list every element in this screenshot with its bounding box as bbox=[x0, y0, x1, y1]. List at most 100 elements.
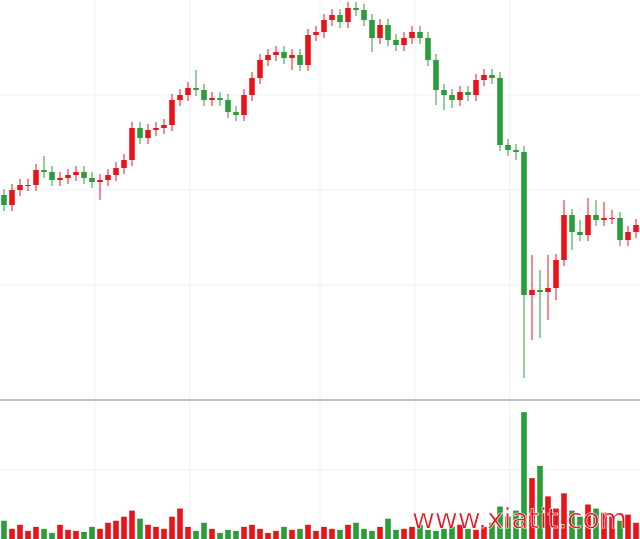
volume-bar bbox=[137, 518, 143, 539]
volume-bar bbox=[241, 526, 247, 539]
candle-body bbox=[433, 60, 439, 90]
candle-body bbox=[545, 288, 551, 292]
candle-body bbox=[1, 195, 7, 205]
volume-bar bbox=[73, 530, 79, 539]
candle-body bbox=[625, 232, 631, 240]
volume-bar bbox=[465, 528, 471, 539]
candle-body bbox=[633, 225, 639, 232]
volume-bar bbox=[41, 528, 47, 539]
volume-bar bbox=[9, 528, 15, 539]
candle-body bbox=[241, 95, 247, 115]
candle-body bbox=[609, 218, 615, 219]
candle-body bbox=[585, 215, 591, 235]
volume-bar bbox=[625, 514, 631, 539]
volume-bar bbox=[81, 531, 87, 539]
candle-body bbox=[217, 98, 223, 100]
candle-body bbox=[385, 25, 391, 40]
candle-body bbox=[73, 172, 79, 175]
volume-bar bbox=[57, 524, 63, 539]
volume-bar bbox=[537, 465, 543, 539]
candle-body bbox=[305, 35, 311, 65]
candle-body bbox=[41, 170, 47, 172]
candle-body bbox=[409, 32, 415, 38]
volume-bar bbox=[65, 529, 71, 539]
volume-bar bbox=[353, 522, 359, 539]
candle-body bbox=[33, 170, 39, 185]
volume-bar bbox=[505, 516, 511, 539]
volume-bar bbox=[113, 520, 119, 539]
volume-bar bbox=[233, 530, 239, 539]
volume-bar bbox=[601, 512, 607, 539]
volume-bar bbox=[305, 524, 311, 539]
candle-body bbox=[185, 88, 191, 95]
candle-body bbox=[273, 52, 279, 55]
candle-body bbox=[617, 218, 623, 240]
volume-bar bbox=[225, 529, 231, 539]
volume-bar bbox=[193, 530, 199, 539]
candle-body bbox=[9, 190, 15, 205]
candle-body bbox=[281, 52, 287, 58]
volume-bar bbox=[273, 530, 279, 539]
volume-bar bbox=[377, 526, 383, 539]
candle-body bbox=[321, 20, 327, 32]
candle-body bbox=[153, 128, 159, 130]
volume-bar bbox=[457, 524, 463, 539]
volume-bar bbox=[617, 520, 623, 539]
candle-body bbox=[481, 75, 487, 80]
volume-bar bbox=[497, 506, 503, 539]
volume-bar bbox=[345, 524, 351, 539]
volume-bar bbox=[145, 524, 151, 539]
candle-body bbox=[257, 60, 263, 78]
volume-bar bbox=[297, 528, 303, 539]
candle-body bbox=[393, 40, 399, 45]
candle-body bbox=[57, 178, 63, 180]
volume-bar bbox=[361, 528, 367, 539]
candle-body bbox=[361, 10, 367, 20]
volume-bar bbox=[481, 526, 487, 539]
volume-bar bbox=[441, 528, 447, 539]
volume-bar bbox=[561, 493, 567, 539]
candle-body bbox=[25, 185, 31, 186]
volume-bar bbox=[609, 516, 615, 539]
candle-body bbox=[313, 32, 319, 35]
volume-bar bbox=[105, 522, 111, 539]
candle-body bbox=[289, 55, 295, 58]
volume-bar bbox=[329, 528, 335, 539]
volume-bar bbox=[209, 528, 215, 539]
candle-body bbox=[201, 90, 207, 100]
volume-bar bbox=[489, 522, 495, 539]
candle-body bbox=[577, 232, 583, 235]
candle-body bbox=[369, 20, 375, 38]
volume-bar bbox=[25, 530, 31, 539]
volume-bar bbox=[153, 526, 159, 539]
candle-body bbox=[329, 15, 335, 20]
candle-body bbox=[193, 88, 199, 90]
candle-body bbox=[401, 38, 407, 45]
candle-body bbox=[49, 172, 55, 180]
candle-body bbox=[249, 78, 255, 95]
volume-bar bbox=[529, 478, 535, 539]
volume-bar bbox=[385, 518, 391, 539]
candle-body bbox=[513, 150, 519, 152]
volume-bar bbox=[473, 529, 479, 539]
volume-bar bbox=[417, 524, 423, 539]
candle-body bbox=[465, 92, 471, 95]
volume-bar bbox=[513, 510, 519, 539]
candle-body bbox=[145, 130, 151, 138]
candle-body bbox=[129, 128, 135, 160]
candle-body bbox=[353, 8, 359, 10]
candle-body bbox=[225, 100, 231, 112]
candle-body bbox=[233, 112, 239, 115]
candle-body bbox=[209, 98, 215, 100]
candle-body bbox=[489, 75, 495, 78]
candle-body bbox=[297, 55, 303, 65]
candle-body bbox=[121, 160, 127, 168]
candle-body bbox=[265, 55, 271, 60]
volume-bar bbox=[577, 516, 583, 539]
volume-bar bbox=[553, 508, 559, 539]
volume-bar bbox=[177, 508, 183, 539]
volume-bar bbox=[593, 508, 599, 539]
volume-bar bbox=[265, 532, 271, 539]
candle-body bbox=[65, 175, 71, 178]
